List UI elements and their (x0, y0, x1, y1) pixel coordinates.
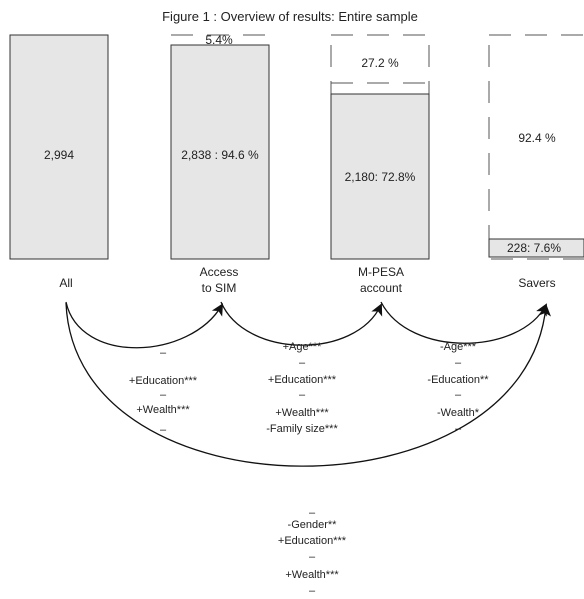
label-line: – (160, 389, 167, 401)
label-line: +Education*** (278, 535, 347, 547)
labels-mpesa-to-savers: -Age*** – -Education** – -Wealth* – (427, 341, 489, 435)
bar-sim-value: 2,838 : 94.6 % (181, 148, 259, 162)
labels-all-to-savers: – -Gender** +Education*** – +Wealth*** – (278, 507, 347, 597)
dropout-savers: 92.4 % (518, 131, 556, 145)
label-mpesa-line1: M-PESA (358, 265, 404, 279)
bar-all-value: 2,994 (44, 148, 74, 162)
label-line: – (160, 424, 167, 436)
label-line: – (309, 585, 316, 597)
dashed-frame-savers (488, 34, 584, 260)
label-line: -Gender** (288, 519, 338, 531)
label-line: +Wealth*** (136, 404, 190, 416)
label-line: – (299, 357, 306, 369)
label-line: -Wealth* (437, 407, 480, 419)
bar-savers (488, 238, 584, 258)
bar-all (9, 34, 109, 260)
label-line: +Wealth*** (285, 569, 339, 581)
label-savers: Savers (518, 276, 555, 290)
label-sim-line1: Access (200, 265, 239, 279)
label-line: – (160, 347, 167, 359)
label-line: -Family size*** (266, 423, 338, 435)
figure-title: Figure 1 : Overview of results: Entire s… (162, 9, 418, 24)
arrow-sim-to-mpesa (220, 301, 383, 346)
label-all: All (59, 276, 72, 290)
label-mpesa-line2: account (360, 281, 403, 295)
label-line: – (455, 389, 462, 401)
arrow-mpesa-to-savers (380, 301, 547, 344)
label-line: – (455, 357, 462, 369)
bar-savers-value: 228: 7.6% (507, 241, 561, 255)
arrow-all-to-savers (65, 302, 551, 467)
label-line: +Education*** (129, 375, 198, 387)
labels-all-to-sim: – +Education*** – +Wealth*** – (129, 347, 198, 436)
bar-sim (170, 44, 270, 260)
dropout-mpesa: 27.2 % (361, 56, 399, 70)
label-line: +Wealth*** (275, 407, 329, 419)
labels-sim-to-mpesa: +Age*** – +Education*** – +Wealth*** -Fa… (266, 341, 338, 435)
label-line: – (309, 551, 316, 563)
label-line: -Education** (427, 374, 489, 386)
label-sim-line2: to SIM (202, 281, 237, 295)
label-line: -Age*** (440, 341, 477, 353)
arrow-all-to-sim (65, 301, 224, 349)
label-line: – (455, 423, 462, 435)
label-line: – (299, 389, 306, 401)
bar-mpesa (330, 93, 430, 260)
label-line: +Education*** (268, 374, 337, 386)
dropout-sim: 5.4% (205, 33, 233, 47)
label-line: +Age*** (283, 341, 323, 353)
label-line: – (309, 507, 316, 519)
bar-mpesa-value: 2,180: 72.8% (345, 170, 416, 184)
